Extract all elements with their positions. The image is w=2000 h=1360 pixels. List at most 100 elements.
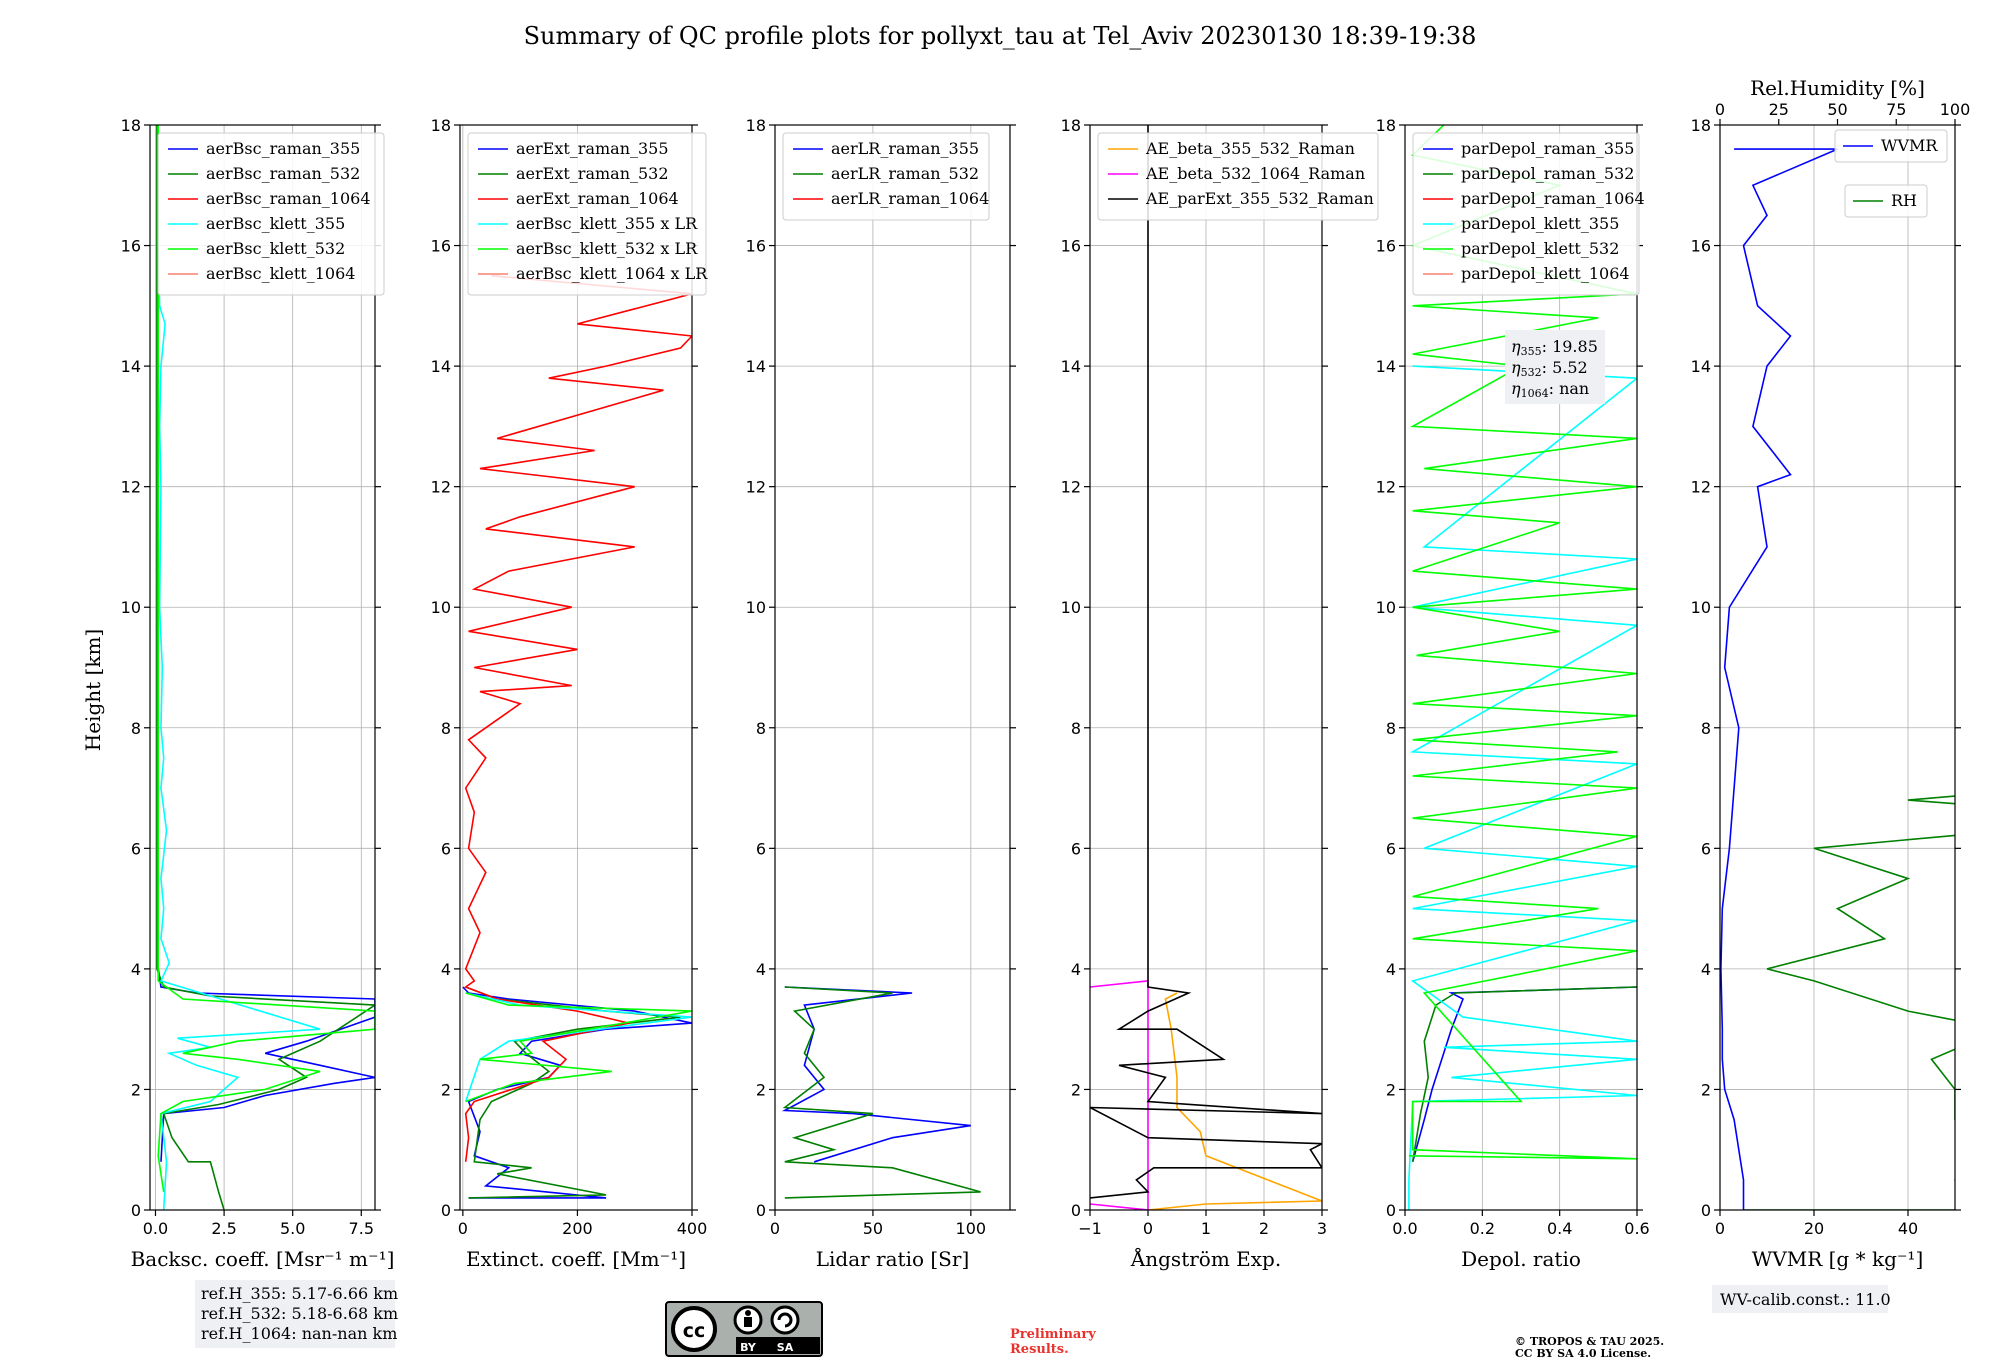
x-tick-label: 400 <box>677 1219 708 1238</box>
series-RH <box>1743 690 1955 1210</box>
y-tick-label: 4 <box>1386 960 1396 979</box>
ref-height-532: ref.H_532: 5.18-6.68 km <box>201 1304 398 1323</box>
figure-title: Summary of QC profile plots for pollyxt_… <box>524 22 1477 50</box>
series-group <box>781 986 981 1199</box>
y-tick-label: 16 <box>1376 237 1396 256</box>
y-tick-label: 2 <box>1386 1080 1396 1099</box>
x-tick-label: 100 <box>956 1219 987 1238</box>
series-aerExt_raman_1064 <box>464 274 692 1162</box>
wv-calib-text: WV-calib.const.: 11.0 <box>1720 1290 1891 1309</box>
y-tick-label: 0 <box>1386 1201 1396 1220</box>
top-x-axis-label: Rel.Humidity [%] <box>1750 76 1925 100</box>
x-tick-label: 0.2 <box>1470 1219 1495 1238</box>
series-parDepol_raman_532 <box>1411 986 1637 1162</box>
series-AE_beta_532_1064_Raman <box>1090 980 1149 1210</box>
series-aerLR_raman_355 <box>781 986 971 1163</box>
series-aerBsc_klett_532 x LR <box>465 992 692 1103</box>
legend-entry: parDepol_klett_1064 <box>1461 264 1630 283</box>
series-AE_parExt_355_532_Raman <box>1090 125 1322 1199</box>
legend-entry: aerBsc_klett_532 x LR <box>516 239 698 258</box>
y-tick-label: 4 <box>756 960 766 979</box>
top-x-tick-label: 25 <box>1769 100 1789 119</box>
y-tick-label: 16 <box>121 237 141 256</box>
y-tick-label: 2 <box>131 1080 141 1099</box>
y-axis-label: Height [km] <box>81 629 105 751</box>
svg-text:cc: cc <box>683 1320 706 1342</box>
ref-height-355: ref.H_355: 5.17-6.66 km <box>201 1284 398 1303</box>
legend: parDepol_raman_355 parDepol_raman_532 parD… <box>1412 132 1645 296</box>
x-tick-label: 0 <box>458 1219 468 1238</box>
series-aerBsc_klett_355 <box>157 125 321 1210</box>
legend: aerExt_raman_355 aerExt_raman_532 aerExt_r… <box>467 132 708 296</box>
cc-license-badge: cc BY SA <box>665 1301 823 1357</box>
top-x-tick-label: 75 <box>1886 100 1906 119</box>
y-tick-label: 10 <box>1691 598 1711 617</box>
y-tick-label: 12 <box>431 478 451 497</box>
y-tick-label: 12 <box>121 478 141 497</box>
y-tick-label: 8 <box>131 719 141 738</box>
y-tick-label: 6 <box>756 839 766 858</box>
x-tick-label: 200 <box>562 1219 593 1238</box>
legend-entry: aerLR_raman_532 <box>831 164 979 183</box>
legend: aerLR_raman_355 aerLR_raman_532 aerLR_rama… <box>782 132 990 221</box>
x-tick-label: 0.0 <box>1392 1219 1417 1238</box>
y-tick-label: 12 <box>1376 478 1396 497</box>
y-tick-label: 12 <box>1691 478 1711 497</box>
y-tick-label: 2 <box>756 1080 766 1099</box>
y-tick-label: 16 <box>431 237 451 256</box>
x-tick-label: 0 <box>1143 1219 1153 1238</box>
x-tick-label: 40 <box>1898 1219 1918 1238</box>
y-tick-label: 8 <box>756 719 766 738</box>
legend-entry: aerExt_raman_1064 <box>516 189 679 208</box>
series-group <box>1090 125 1322 1210</box>
y-tick-label: 14 <box>1376 357 1396 376</box>
y-tick-label: 10 <box>1376 598 1396 617</box>
copyright-line2: CC BY SA 4.0 License. <box>1515 1347 1651 1360</box>
legend: WVMR RH <box>1834 129 1948 218</box>
y-tick-label: 14 <box>1691 357 1711 376</box>
x-tick-label: 2 <box>1259 1219 1269 1238</box>
legend-entry: parDepol_raman_355 <box>1461 139 1634 158</box>
legend-entry: aerBsc_klett_1064 <box>206 264 355 283</box>
series-group <box>1720 148 1955 1210</box>
series-aerBsc_klett_532 <box>157 125 375 1193</box>
eta-line: η532: 5.52 <box>1511 358 1588 379</box>
legend-entry: aerBsc_raman_355 <box>206 139 360 158</box>
ref-height-box: ref.H_355: 5.17-6.66 km ref.H_532: 5.18-… <box>195 1280 398 1348</box>
legend-entry: aerBsc_klett_355 x LR <box>516 214 698 233</box>
y-tick-label: 14 <box>121 357 141 376</box>
legend-entry: aerLR_raman_355 <box>831 139 979 158</box>
series-aerBsc_raman_532 <box>156 125 375 1210</box>
y-tick-label: 8 <box>1386 719 1396 738</box>
y-tick-label: 14 <box>1061 357 1081 376</box>
x-tick-label: 1 <box>1201 1219 1211 1238</box>
y-tick-label: 6 <box>1701 839 1711 858</box>
series-group <box>462 274 692 1199</box>
y-tick-label: 16 <box>1061 237 1081 256</box>
y-tick-label: 12 <box>1061 478 1081 497</box>
y-tick-label: 18 <box>1061 116 1081 135</box>
series-group <box>1408 125 1637 1210</box>
subplot-5: 0 2 4 6 8 10 12 14 16 18 0.0 0.2 0.4 0.6 Depol. ratio p… <box>1376 116 1650 1271</box>
y-tick-label: 10 <box>1061 598 1081 617</box>
x-axis-label: Lidar ratio [Sr] <box>816 1247 970 1271</box>
y-tick-label: 6 <box>131 839 141 858</box>
subplot-2: 0 2 4 6 8 10 12 14 16 18 0 200 400 Extinct. coeff. [M… <box>431 116 709 1271</box>
legend-entry: aerBsc_klett_532 <box>206 239 345 258</box>
share-alike-icon <box>770 1305 800 1335</box>
axes-frame <box>1719 124 1956 1211</box>
legend-entry: aerExt_raman_355 <box>516 139 669 158</box>
y-tick-label: 16 <box>746 237 766 256</box>
series-AE_beta_355_532_Raman <box>1147 992 1322 1210</box>
preliminary-note-line2: Results. <box>1010 1342 1069 1357</box>
legend-entry: parDepol_raman_1064 <box>1461 189 1645 208</box>
cc-logo-icon <box>671 1306 717 1352</box>
series-parDepol_raman_355 <box>1411 986 1637 1163</box>
legend-entry: aerBsc_raman_1064 <box>206 189 371 208</box>
legend-entry: aerLR_raman_1064 <box>831 189 989 208</box>
badge-sa-label: SA <box>777 1341 794 1354</box>
y-tick-label: 0 <box>1071 1201 1081 1220</box>
